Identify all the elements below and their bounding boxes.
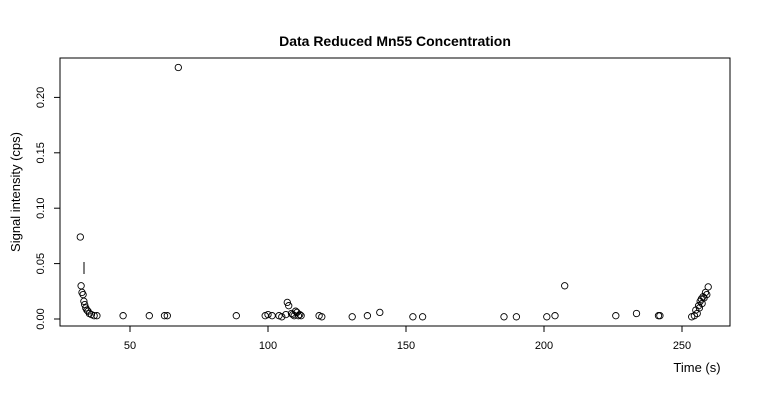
data-point	[145, 312, 153, 320]
data-point	[93, 312, 101, 320]
data-point	[264, 310, 272, 319]
data-point	[160, 312, 169, 320]
data-point	[500, 313, 508, 321]
data-point	[282, 310, 290, 319]
y-tick-label: 0.05	[35, 253, 47, 274]
data-point	[512, 313, 521, 321]
data-point	[285, 302, 293, 310]
data-point	[561, 282, 569, 290]
y-axis: 0.00 0.05 0.10 0.15 0.20	[35, 87, 61, 330]
data-point	[119, 312, 127, 320]
x-axis: 50 100 150 200 250	[124, 325, 691, 352]
data-point	[296, 310, 304, 319]
data-point	[409, 313, 417, 321]
y-tick-label: 0.00	[35, 308, 47, 329]
x-axis-label: Time (s)	[673, 360, 720, 375]
x-tick-label: 150	[397, 340, 415, 352]
x-tick-label: 50	[124, 340, 136, 352]
data-point	[294, 312, 303, 320]
data-point	[79, 290, 87, 299]
data-point	[297, 312, 305, 320]
data-point	[77, 282, 85, 290]
data-point	[632, 309, 641, 318]
chart-title: Data Reduced Mn55 Concentration	[279, 33, 511, 49]
plot-frame	[59, 57, 731, 327]
data-point	[703, 290, 711, 299]
data-point	[551, 312, 559, 320]
data-point	[163, 312, 171, 320]
data-point	[376, 308, 384, 317]
data-point	[283, 298, 291, 307]
x-tick-label: 250	[673, 340, 691, 352]
data-point	[699, 293, 707, 301]
data-point	[704, 283, 712, 291]
data-point	[268, 312, 276, 320]
data-point	[90, 312, 98, 320]
x-tick-label: 100	[259, 340, 277, 352]
data-point	[85, 309, 94, 318]
x-tick-label: 200	[535, 340, 553, 352]
data-point	[612, 312, 620, 320]
y-tick-label: 0.10	[35, 197, 47, 218]
data-point	[348, 313, 356, 321]
y-tick-label: 0.15	[35, 142, 47, 163]
data-point	[418, 313, 427, 321]
y-axis-label: Signal intensity (cps)	[8, 132, 23, 252]
data-point	[543, 313, 551, 321]
data-point	[278, 313, 286, 321]
data-point	[174, 63, 182, 72]
data-point	[656, 312, 664, 320]
data-point	[363, 312, 372, 320]
data-point	[232, 312, 240, 320]
data-point	[76, 233, 84, 241]
data-point	[80, 297, 88, 305]
data-point	[318, 313, 326, 321]
data-points	[76, 63, 712, 321]
y-tick-label: 0.20	[35, 87, 47, 108]
